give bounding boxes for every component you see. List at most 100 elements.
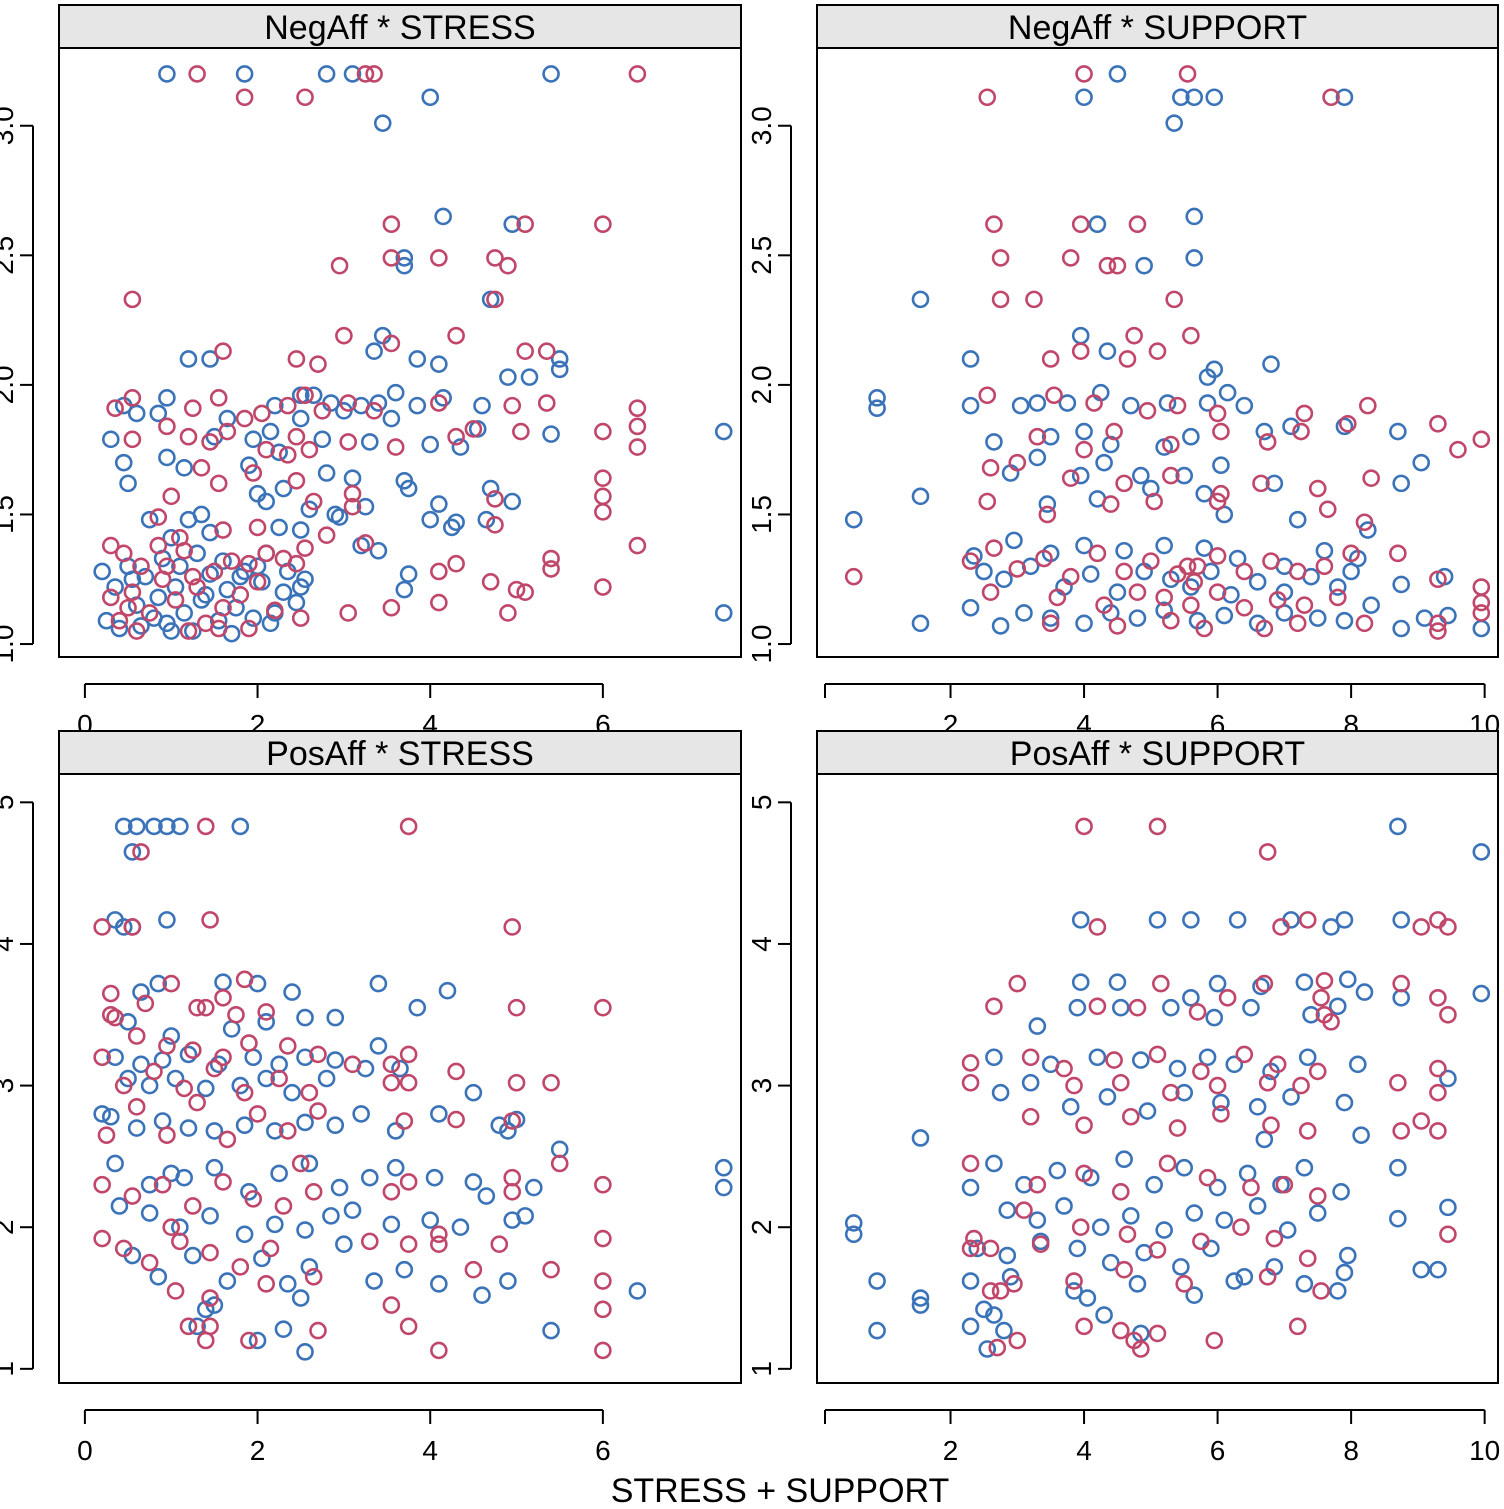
- data-point-blue: [1208, 974, 1227, 993]
- data-point-red: [296, 88, 314, 107]
- data-point-red: [1298, 1122, 1317, 1140]
- data-point-red: [1148, 1241, 1167, 1259]
- data-point-blue: [1175, 1083, 1194, 1102]
- data-point-blue: [317, 65, 336, 83]
- data-point-red: [1128, 583, 1147, 602]
- data-point-blue: [1302, 1005, 1320, 1024]
- data-point-blue: [499, 1272, 517, 1290]
- data-point-red: [1429, 414, 1447, 433]
- data-point-red: [214, 1173, 232, 1191]
- data-point-red: [1439, 1225, 1457, 1244]
- data-point-red: [1208, 1076, 1227, 1095]
- data-point-red: [985, 997, 1003, 1016]
- data-point-red: [132, 843, 150, 861]
- data-point-red: [162, 1218, 181, 1237]
- data-point-red: [222, 552, 241, 570]
- data-point-red: [1429, 614, 1447, 633]
- data-point-blue: [386, 1122, 405, 1140]
- data-point-blue: [382, 409, 401, 428]
- data-point-red: [1061, 567, 1080, 586]
- data-point-blue: [1392, 911, 1410, 929]
- data-point-blue: [998, 1201, 1017, 1220]
- data-point-red: [231, 586, 250, 604]
- data-point-blue: [1362, 596, 1380, 614]
- data-point-red: [1262, 552, 1280, 570]
- data-point-blue: [1185, 207, 1204, 226]
- data-point-red: [270, 1069, 288, 1088]
- x-tick-label: 6: [1210, 1435, 1226, 1466]
- data-point-blue: [473, 396, 491, 415]
- data-point-red: [278, 446, 297, 464]
- data-point-red: [594, 215, 612, 234]
- plot-frame: [816, 773, 1499, 1384]
- data-point-blue: [1115, 1150, 1133, 1169]
- data-point-red: [1235, 1045, 1254, 1064]
- data-point-red: [136, 994, 155, 1013]
- data-point-red: [1111, 1073, 1130, 1092]
- data-point-red: [1429, 570, 1447, 589]
- data-point-red: [158, 557, 176, 576]
- data-point-red: [499, 256, 517, 275]
- data-point-blue: [1071, 326, 1090, 345]
- data-point-red: [291, 1154, 310, 1173]
- data-point-red: [447, 554, 465, 573]
- data-point-blue: [399, 479, 418, 498]
- data-point-blue: [714, 1178, 733, 1197]
- data-point-red: [214, 1048, 232, 1067]
- data-point-red: [594, 422, 612, 441]
- data-point-blue: [114, 918, 133, 936]
- data-point-blue: [985, 1154, 1003, 1173]
- data-point-red: [1268, 591, 1287, 609]
- data-point-blue: [1128, 609, 1147, 627]
- data-point-red: [261, 1239, 280, 1258]
- data-point-red: [296, 386, 314, 405]
- data-point-red: [309, 1045, 327, 1064]
- data-point-blue: [1282, 417, 1300, 436]
- data-point-blue: [356, 497, 375, 516]
- data-point-blue: [1155, 536, 1173, 555]
- data-point-blue: [542, 425, 560, 443]
- data-point-blue: [1095, 453, 1113, 472]
- data-point-red: [1255, 619, 1274, 638]
- data-point-blue: [369, 974, 388, 993]
- data-point-red: [430, 593, 448, 612]
- data-point-blue: [266, 1122, 284, 1140]
- data-point-red: [594, 1300, 612, 1319]
- data-point-red: [244, 1190, 263, 1208]
- data-point-red: [287, 471, 306, 490]
- data-point-blue: [868, 389, 886, 407]
- data-point-red: [235, 88, 254, 107]
- data-point-blue: [1005, 531, 1023, 550]
- data-point-blue: [430, 355, 448, 373]
- data-point-blue: [270, 518, 288, 537]
- data-point-blue: [464, 1083, 483, 1102]
- data-point-red: [248, 518, 267, 537]
- y-tick-label: 4: [0, 936, 19, 952]
- data-point-blue: [1111, 998, 1130, 1017]
- data-point-blue: [1198, 1048, 1217, 1067]
- data-point-blue: [97, 611, 116, 630]
- data-point-blue: [985, 1306, 1003, 1324]
- data-point-red: [537, 342, 556, 361]
- data-point-red: [1175, 1275, 1194, 1293]
- data-point-blue: [868, 399, 886, 418]
- data-point-red: [1258, 1267, 1277, 1286]
- data-point-red: [335, 326, 353, 345]
- data-point-blue: [1472, 843, 1491, 861]
- data-point-red: [382, 1073, 401, 1092]
- data-point-red: [1008, 1331, 1027, 1350]
- data-point-red: [93, 918, 111, 936]
- data-point-blue: [1439, 1198, 1457, 1217]
- data-point-blue: [473, 1286, 491, 1304]
- y-tick-label: 2.5: [746, 236, 777, 275]
- data-point-red: [304, 1183, 323, 1201]
- data-point-red: [119, 598, 137, 617]
- data-point-red: [1188, 1003, 1207, 1021]
- data-point-red: [486, 516, 504, 534]
- data-point-red: [158, 1126, 176, 1144]
- data-point-red: [1028, 1175, 1047, 1194]
- data-point-red: [309, 355, 327, 373]
- data-point-blue: [145, 609, 163, 627]
